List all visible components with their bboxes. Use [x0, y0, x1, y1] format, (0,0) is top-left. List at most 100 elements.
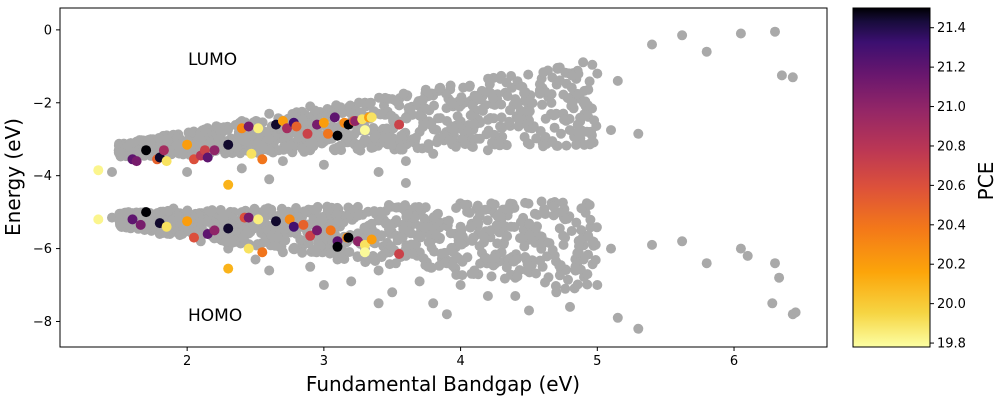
scatter-point-background: [647, 239, 657, 250]
scatter-point-background: [482, 215, 493, 226]
scatter-point-background: [496, 99, 507, 110]
colorbar: [852, 7, 931, 348]
scatter-point-pce: [253, 214, 264, 225]
scatter-point-background: [482, 114, 493, 125]
scatter-point-background: [549, 122, 560, 133]
scatter-point-background: [567, 70, 577, 81]
scatter-point-background: [677, 30, 688, 41]
scatter-point-background: [386, 110, 397, 121]
scatter-point-background: [383, 93, 394, 104]
scatter-point-background: [536, 243, 547, 254]
scatter-point-pce: [359, 239, 370, 250]
scatter-point-background: [295, 234, 306, 245]
scatter-point-background: [472, 200, 483, 211]
scatter-point-background: [143, 134, 154, 145]
scatter-point-background: [337, 108, 348, 118]
scatter-point-background: [458, 82, 469, 93]
scatter-point-background: [107, 167, 117, 177]
scatter-point-background: [572, 127, 583, 138]
scatter-point-pce: [182, 216, 193, 227]
scatter-point-pce: [298, 219, 309, 230]
scatter-point-background: [522, 259, 533, 269]
scatter-point-background: [548, 110, 559, 121]
scatter-point-background: [540, 277, 550, 288]
scatter-point-background: [513, 114, 524, 125]
scatter-point-background: [510, 291, 521, 301]
scatter-point-background: [418, 121, 428, 132]
scatter-point-pce: [318, 117, 329, 128]
scatter-point-background: [479, 232, 490, 243]
scatter-point-background: [272, 232, 283, 243]
scatter-point-background: [647, 39, 657, 50]
scatter-point-background: [565, 301, 575, 312]
scatter-point-background: [633, 128, 644, 139]
scatter-point-background: [346, 276, 357, 287]
scatter-point-background: [305, 261, 316, 272]
colorbar-tick-label: 21.0: [937, 100, 966, 115]
scatter-point-background: [373, 298, 384, 309]
scatter-point-background: [374, 92, 384, 103]
scatter-point-pce: [141, 145, 152, 156]
scatter-point-background: [472, 92, 483, 103]
scatter-point-background: [387, 287, 398, 298]
scatter-point-background: [581, 126, 592, 137]
scatter-point-pce: [158, 145, 169, 156]
scatter-point-background: [297, 143, 308, 154]
scatter-point-background: [373, 167, 384, 177]
scatter-point-background: [385, 221, 396, 232]
homo-annotation: HOMO: [188, 306, 242, 326]
scatter-point-pce: [243, 121, 254, 132]
scatter-point-pce: [253, 123, 264, 134]
scatter-point-background: [386, 140, 397, 151]
scatter-point-background: [240, 136, 251, 147]
scatter-point-background: [585, 214, 596, 225]
scatter-point-background: [264, 265, 275, 276]
scatter-point-background: [445, 228, 456, 239]
scatter-point-background: [231, 142, 242, 153]
scatter-point-background: [445, 80, 456, 91]
y-tick-label: −8: [33, 315, 52, 330]
scatter-point-background: [482, 291, 493, 301]
scatter-point-background: [403, 103, 414, 113]
scatter-point-background: [524, 106, 535, 117]
scatter-point-background: [574, 241, 584, 252]
scatter-point-background: [398, 224, 409, 235]
scatter-point-background: [443, 215, 454, 226]
x-tick-label: 2: [183, 354, 191, 369]
scatter-point-background: [496, 112, 507, 123]
scatter-point-background: [548, 201, 559, 212]
scatter-point-background: [468, 118, 479, 129]
scatter-point-pce: [209, 225, 220, 236]
scatter-point-background: [512, 271, 523, 282]
scatter-point-background: [429, 100, 439, 111]
scatter-point-background: [297, 114, 308, 125]
scatter-point-background: [178, 149, 189, 160]
scatter-point-background: [260, 236, 271, 247]
scatter-point-background: [550, 281, 561, 291]
scatter-point-background: [606, 243, 616, 254]
scatter-point-background: [482, 145, 493, 156]
scatter-point-background: [285, 140, 296, 151]
scatter-point-background: [366, 218, 377, 229]
scatter-point-background: [560, 232, 571, 243]
x-axis-ticks: 2 3 4 5 6: [183, 347, 738, 369]
x-tick-label: 4: [456, 354, 464, 369]
scatter-point-background: [770, 258, 780, 269]
background-points: [107, 26, 801, 334]
scatter-point-background: [489, 199, 500, 210]
scatter-point-background: [548, 210, 559, 221]
scatter-point-background: [415, 232, 426, 243]
scatter-point-background: [677, 236, 688, 247]
scatter-point-background: [579, 85, 590, 96]
x-axis-label: Fundamental Bandgap (eV): [306, 372, 580, 396]
scatter-point-pce: [243, 243, 254, 254]
scatter-point-background: [451, 203, 462, 213]
scatter-point-background: [450, 141, 461, 152]
scatter-point-pce: [131, 156, 142, 167]
scatter-point-background: [535, 86, 546, 97]
scatter-point-background: [701, 46, 712, 57]
scatter-point-background: [767, 298, 778, 309]
x-tick-label: 5: [593, 354, 601, 369]
y-axis-label: Energy (eV): [1, 118, 25, 236]
scatter-point-background: [459, 200, 470, 210]
